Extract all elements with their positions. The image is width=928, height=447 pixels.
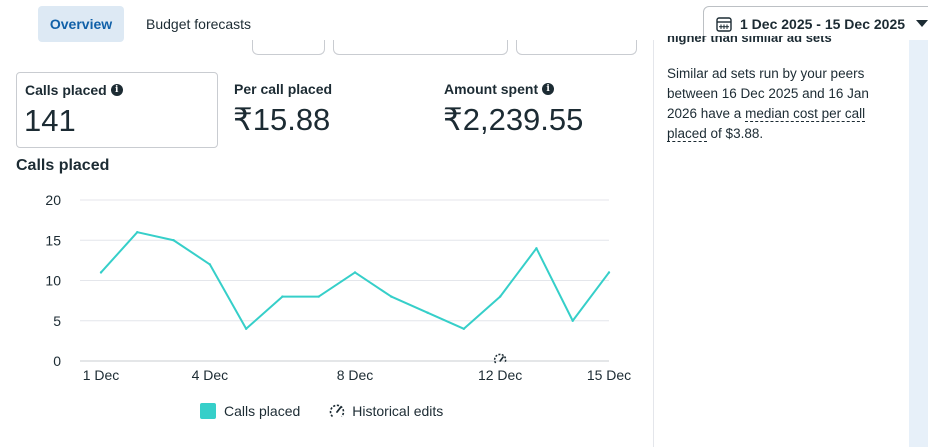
data-point xyxy=(244,327,248,330)
tab-bar: Overview Budget forecasts xyxy=(0,0,700,48)
metric-label: Calls placed i xyxy=(25,82,123,98)
data-point xyxy=(317,295,320,298)
benchmark-panel: higher than similar ad sets Similar ad s… xyxy=(653,36,909,447)
benchmark-text: Similar ad sets run by your peers betwee… xyxy=(667,64,897,144)
metric-card-amount-spent[interactable]: Amount spent i ₹2,239.55 xyxy=(436,72,636,148)
historical-edits-icon xyxy=(330,404,345,418)
metric-label: Per call placed xyxy=(234,81,332,97)
panel-heading: higher than similar ad sets xyxy=(667,36,832,45)
x-tick-label: 8 Dec xyxy=(337,367,374,383)
metric-label-text: Amount spent xyxy=(444,81,539,97)
median-cost-link[interactable]: median cost per call placed xyxy=(667,106,866,142)
data-point xyxy=(172,239,175,242)
data-point xyxy=(99,271,103,274)
data-point xyxy=(535,247,538,250)
metric-value: 141 xyxy=(24,103,76,138)
x-tick-label: 1 Dec xyxy=(83,367,120,383)
data-point xyxy=(353,271,357,274)
caret-down-icon[interactable] xyxy=(916,20,928,27)
metric-label-text: Calls placed xyxy=(25,82,107,98)
y-tick-label: 15 xyxy=(45,232,61,248)
chart-title: Calls placed xyxy=(16,157,110,174)
x-tick-label: 4 Dec xyxy=(192,367,229,383)
side-strip xyxy=(909,40,928,447)
y-tick-label: 10 xyxy=(45,273,61,289)
dropdown-stub[interactable] xyxy=(333,40,508,55)
historical-edit-marker xyxy=(493,353,507,364)
data-point xyxy=(281,295,284,298)
tab-overview[interactable]: Overview xyxy=(38,6,124,42)
data-point xyxy=(462,327,466,330)
data-point xyxy=(571,319,574,322)
x-tick-label: 15 Dec xyxy=(587,367,631,383)
legend-swatch xyxy=(200,403,216,419)
legend-item-calls[interactable]: Calls placed xyxy=(200,403,300,419)
data-point xyxy=(607,271,611,274)
calendar-icon xyxy=(716,17,732,32)
benchmark-text-end: of $3.88. xyxy=(706,126,764,141)
info-icon[interactable]: i xyxy=(110,84,123,96)
dropdown-stub[interactable] xyxy=(516,40,637,55)
info-icon[interactable]: i xyxy=(542,83,555,95)
metric-value: ₹15.88 xyxy=(233,102,331,137)
data-point xyxy=(390,295,393,298)
date-range-label: 1 Dec 2025 - 15 Dec 2025 xyxy=(740,16,906,32)
metric-label-text: Per call placed xyxy=(234,81,333,97)
calls-placed-chart: 0 5 10 15 20 1 Dec 4 Dec 8 Dec 12 Dec 15 Dec xyxy=(45,192,631,383)
dropdown-stub[interactable] xyxy=(252,40,325,55)
legend-label: Historical edits xyxy=(352,403,444,419)
data-point xyxy=(136,231,139,234)
y-tick-label: 0 xyxy=(53,353,61,369)
y-tick-label: 5 xyxy=(53,313,61,329)
metric-card-per-call[interactable]: Per call placed ₹15.88 xyxy=(226,72,426,148)
metric-label: Amount spent i xyxy=(444,81,555,97)
y-tick-label: 20 xyxy=(45,192,61,208)
tab-budget-forecasts[interactable]: Budget forecasts xyxy=(146,16,252,32)
data-point xyxy=(498,295,502,298)
benchmark-text-start: Similar ad sets run by your peers betwee… xyxy=(667,66,869,121)
legend-label: Calls placed xyxy=(224,403,301,419)
metric-value: ₹2,239.55 xyxy=(443,102,584,137)
chart-legend: Calls placed Historical edits xyxy=(200,402,471,420)
metric-card-calls-placed[interactable]: Calls placed i 141 xyxy=(16,72,218,148)
data-point xyxy=(208,263,212,266)
x-tick-label: 12 Dec xyxy=(478,367,522,383)
legend-item-edits[interactable]: Historical edits xyxy=(328,402,443,420)
data-point xyxy=(426,311,429,314)
historical-edit-needle xyxy=(499,356,504,362)
